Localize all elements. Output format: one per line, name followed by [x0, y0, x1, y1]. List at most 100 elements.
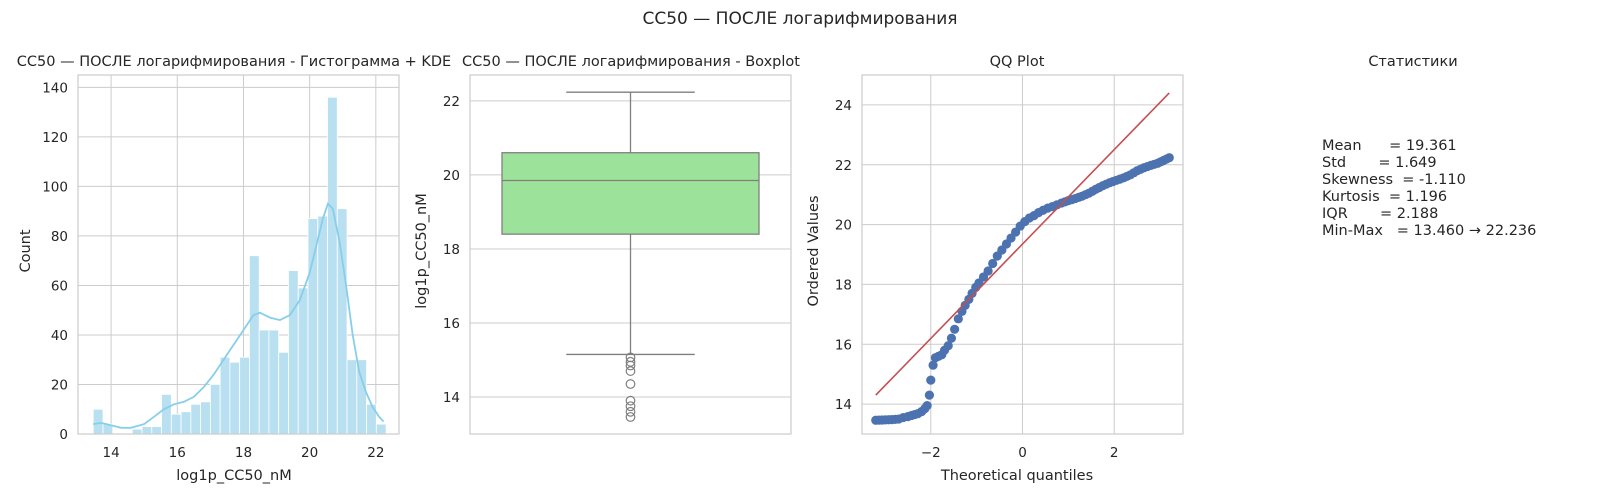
histogram-bars [92, 96, 387, 435]
histogram-bar [258, 329, 270, 435]
boxplot-outlier [625, 366, 636, 376]
qq-ytick-label: 16 [835, 337, 852, 353]
histogram-ytick-label: 140 [42, 80, 68, 96]
histogram-ytick-label: 60 [51, 278, 68, 294]
boxplot-ytick-label: 20 [443, 168, 460, 184]
histogram-panel: CC50 — ПОСЛЕ логарифмирования - Гистогра… [17, 54, 451, 484]
qq-point [926, 375, 936, 385]
histogram-ticks: 14 16 18 20 22 0 20 40 60 80 100 120 140 [42, 80, 384, 461]
histogram-bar [190, 403, 202, 435]
boxplot-ylabel: log1p_CC50_nM [414, 193, 430, 308]
histogram-bar [229, 361, 241, 435]
boxplot-outlier [625, 406, 636, 417]
histogram-kde-line [93, 202, 385, 429]
boxplot-title: CC50 — ПОСЛЕ логарифмирования - Boxplot [462, 54, 800, 70]
histogram-xtick-label: 18 [235, 445, 252, 461]
histogram-xlabel: log1p_CC50_nM [176, 468, 291, 484]
qq-ytick-label: 14 [835, 397, 852, 413]
histogram-ytick-label: 120 [42, 130, 68, 146]
histogram-bar [151, 426, 162, 435]
histogram-frame [77, 74, 400, 435]
histogram-ytick-label: 40 [51, 328, 68, 344]
histogram-bar [170, 413, 182, 435]
qq-point [922, 400, 932, 411]
histogram-bar [161, 393, 172, 435]
histogram-bar [327, 96, 338, 435]
qq-ytick-label: 22 [835, 158, 852, 174]
boxplot-ytick-label: 16 [443, 316, 460, 332]
qq-ytick-label: 18 [835, 277, 852, 293]
stats-panel: Статистики Mean = 19.361 Std = 1.649 Ske… [1322, 54, 1536, 239]
histogram-bar [317, 215, 328, 435]
boxplot-ytick-label: 14 [443, 390, 460, 406]
qq-point [983, 266, 993, 276]
histogram-ytick-label: 100 [42, 179, 68, 195]
histogram-bar [92, 408, 104, 435]
stats-line-minmax: Min-Max = 13.460 → 22.236 [1322, 223, 1536, 239]
stats-line-iqr: IQR = 2.188 [1322, 206, 1438, 222]
qq-ylabel: Ordered Values [806, 196, 822, 307]
qq-point [988, 258, 998, 269]
histogram-bar [268, 329, 280, 435]
boxplot-ytick-label: 22 [443, 94, 460, 110]
boxplot-outlier [625, 412, 636, 422]
qq-ytick-label: 20 [835, 218, 852, 234]
figure-suptitle: CC50 — ПОСЛЕ логарифмирования [642, 9, 957, 29]
boxplot-outlier [625, 356, 636, 367]
qq-frame [861, 74, 1184, 435]
histogram-ylabel: Count [18, 229, 34, 272]
histogram-ytick-label: 80 [51, 229, 68, 245]
histogram-bar [375, 423, 387, 435]
histogram-bar [200, 401, 211, 435]
boxplot-ticks: 14 16 18 20 22 [443, 94, 460, 406]
histogram-bar [346, 359, 358, 435]
stats-line-mean: Mean = 19.361 [1322, 138, 1457, 154]
qq-xtick-label: 2 [1110, 445, 1119, 461]
qq-panel: QQ Plot −2 0 2 14 16 18 20 22 24 Theoretical qua… [806, 54, 1184, 484]
histogram-xtick-label: 14 [102, 445, 119, 461]
histogram-bar [209, 384, 221, 435]
boxplot-box [501, 152, 760, 235]
histogram-bar [131, 428, 143, 435]
boxplot-panel: CC50 — ПОСЛЕ логарифмирования - Boxplot … [414, 54, 800, 435]
qq-point [950, 324, 960, 334]
qq-point [928, 360, 938, 370]
boxplot-ytick-label: 18 [443, 242, 460, 258]
qq-point [953, 314, 963, 324]
histogram-ytick-label: 0 [59, 427, 68, 443]
histogram-bar [249, 255, 260, 435]
qq-point [924, 390, 935, 400]
qq-ticks: −2 0 2 14 16 18 20 22 24 [835, 98, 1119, 461]
histogram-bar [278, 351, 289, 435]
boxplot-body [501, 91, 760, 422]
histogram-bar [288, 270, 299, 435]
histogram-bar [239, 356, 250, 435]
histogram-bar [307, 218, 319, 435]
histogram-bar [297, 287, 309, 435]
histogram-bar [219, 356, 231, 435]
boxplot-outlier [625, 395, 636, 406]
histogram-bar [141, 426, 153, 435]
boxplot-frame [469, 74, 792, 435]
histogram-bar [180, 411, 192, 435]
qq-point [943, 341, 953, 351]
histogram-xtick-label: 22 [367, 445, 384, 461]
qq-xtick-label: −2 [921, 445, 941, 461]
qq-point [946, 333, 957, 343]
histogram-xtick-label: 20 [301, 445, 318, 461]
stats-line-skewness: Skewness = -1.110 [1322, 172, 1466, 188]
stats-title: Статистики [1368, 54, 1457, 70]
qq-xtick-label: 0 [1018, 445, 1027, 461]
histogram-ytick-label: 20 [51, 377, 68, 393]
histogram-xtick-label: 16 [169, 445, 186, 461]
qq-ytick-label: 24 [835, 98, 852, 114]
qq-title: QQ Plot [990, 54, 1045, 70]
stats-line-std: Std = 1.649 [1322, 155, 1437, 171]
qq-point [1164, 153, 1174, 163]
boxplot-outlier [625, 401, 636, 412]
stats-line-kurtosis: Kurtosis = 1.196 [1322, 189, 1447, 205]
qq-xlabel: Theoretical quantiles [940, 468, 1093, 484]
histogram-title: CC50 — ПОСЛЕ логарифмирования - Гистогра… [17, 54, 451, 70]
boxplot-outlier [625, 379, 636, 389]
